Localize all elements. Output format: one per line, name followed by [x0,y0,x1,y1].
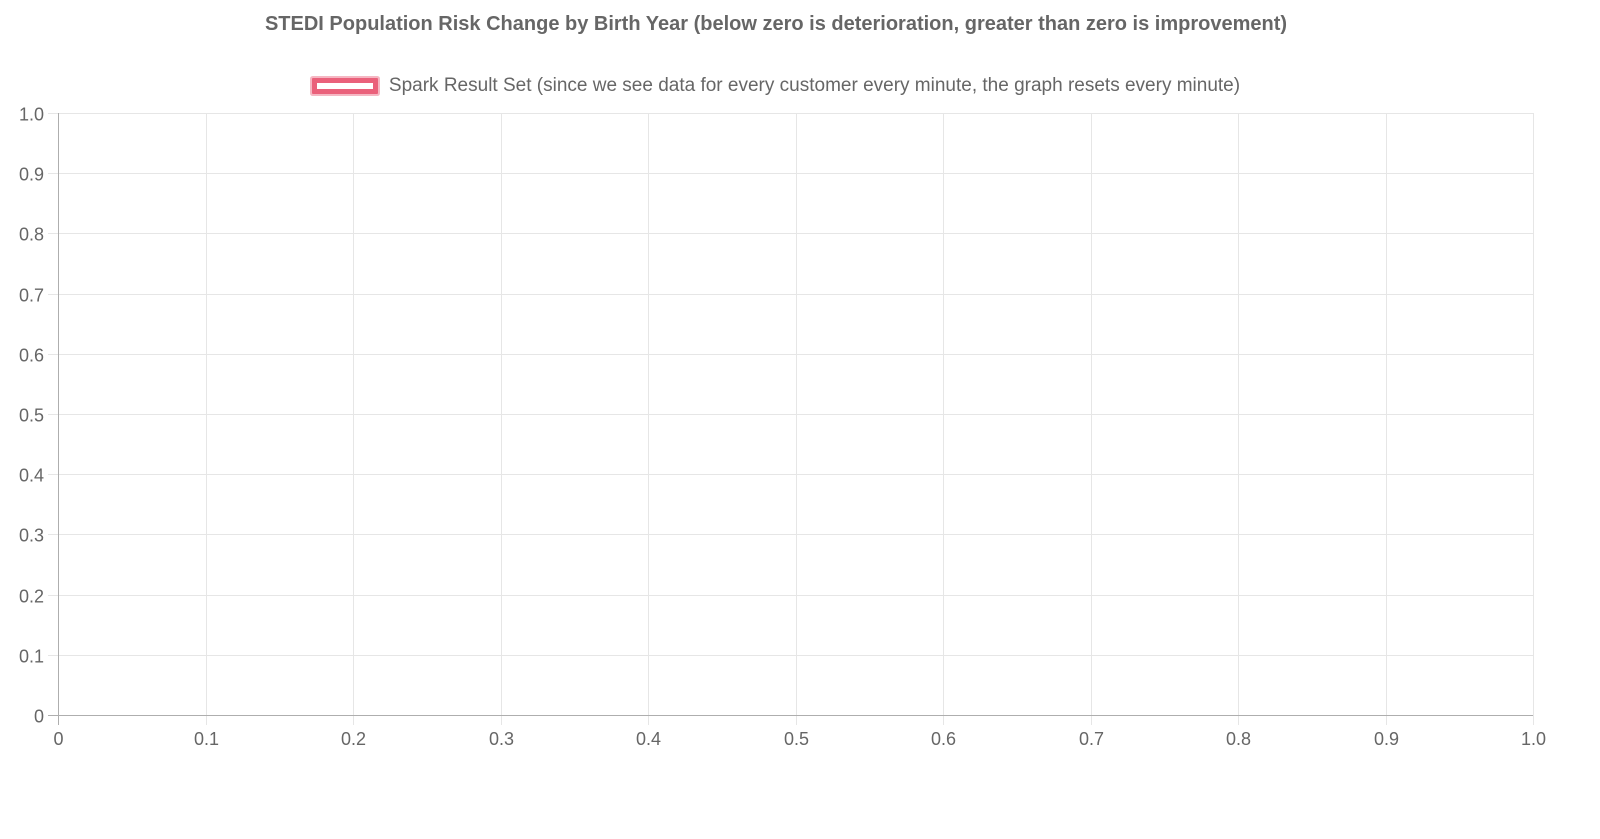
x-tick-label: 1.0 [1521,729,1546,749]
x-tick-label: 0.3 [489,729,514,749]
y-tick-label: 0.9 [19,165,44,185]
y-tick-label: 0.5 [19,406,44,426]
y-tick-label: 0.6 [19,346,44,366]
legend-item-spark-result-set[interactable]: Spark Result Set (since we see data for … [311,75,1241,97]
chart-legend: Spark Result Set (since we see data for … [0,70,1552,102]
y-tick-label: 0.2 [19,587,44,607]
x-tick-label: 0.8 [1226,729,1251,749]
x-tick-label: 0.5 [784,729,809,749]
x-tick-label: 0.2 [341,729,366,749]
y-tick-label: 1.0 [19,105,44,125]
y-tick-label: 0.4 [19,466,44,486]
y-tick-label: 0.1 [19,647,44,667]
y-tick-label: 0.8 [19,225,44,245]
y-tick-label: 0.7 [19,286,44,306]
x-tick-label: 0.1 [194,729,219,749]
y-tick-label: 0.3 [19,526,44,546]
x-tick-label: 0.7 [1079,729,1104,749]
legend-label: Spark Result Set (since we see data for … [388,75,1241,96]
x-tick-label: 0.9 [1374,729,1399,749]
x-tick-label: 0 [53,729,63,749]
y-tick-label: 0 [34,707,44,727]
x-tick-label: 0.6 [931,729,956,749]
x-tick-label: 0.4 [636,729,661,749]
chart-title: STEDI Population Risk Change by Birth Ye… [264,13,1288,35]
legend-swatch-icon [311,78,378,94]
